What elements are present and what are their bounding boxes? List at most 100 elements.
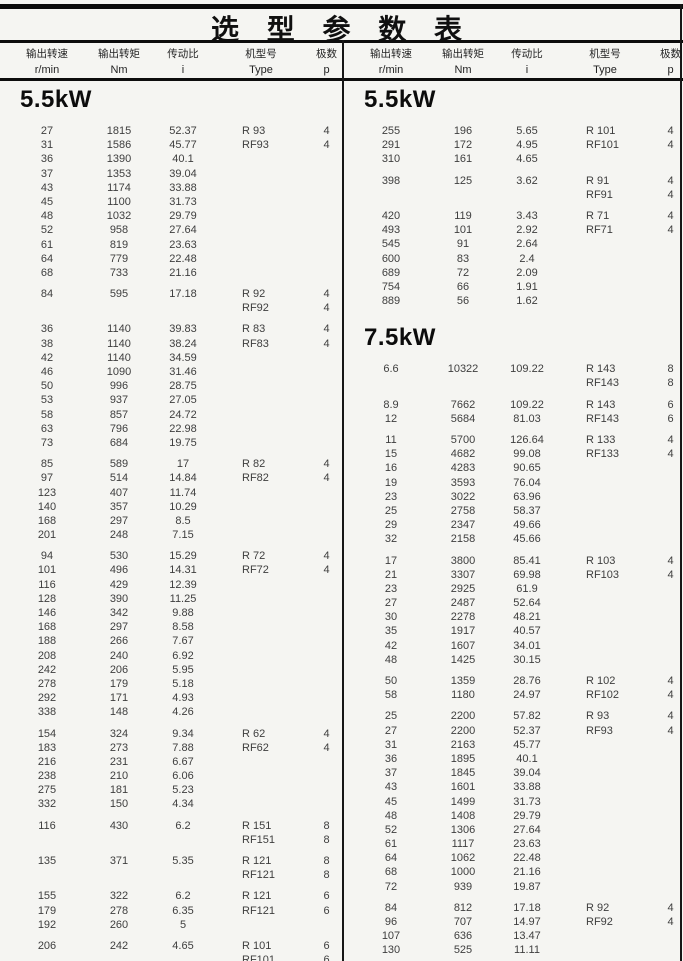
top-rule [0,4,683,9]
cell-output-torque: 1090 [106,366,132,378]
cell-type: RF121 [242,904,276,917]
cell-ratio: 14.31 [169,564,197,577]
table-row: 64 1062 22.48 [344,851,683,865]
table-row: 216 231 6.67 [0,755,342,769]
cell-output-speed: 50 [384,675,398,687]
column-header-output-speed: 输出转速 [26,48,68,60]
cell-ratio: 2.4 [519,252,535,265]
table-row: 201 248 7.15 [0,528,342,542]
cell-poles: 4 [323,323,330,336]
cell-output-torque: 1140 [107,351,131,364]
table-row: 32 2158 45.66 [344,532,683,546]
cell-ratio: 85.41 [513,554,541,567]
cell-ratio: 33.88 [513,781,541,794]
cell-output-speed: 61 [40,238,54,251]
cell-poles: 8 [667,363,674,376]
cell-output-torque: 1032 [106,210,132,223]
cell-poles: 4 [667,448,674,461]
cell-output-torque: 636 [453,930,473,943]
section-heading-power: 7.5kW [364,324,436,352]
cell-output-torque: 2278 [450,611,476,624]
cell-output-torque: 514 [109,472,129,485]
cell-ratio: 13.47 [513,930,541,943]
table-row: 45 1499 31.73 [344,795,683,809]
cell-output-torque: 210 [109,770,129,783]
cell-output-speed: 216 [37,755,57,768]
cell-output-speed: 61 [384,838,398,851]
cell-ratio: 11.74 [169,486,197,499]
cell-ratio: 63.96 [513,490,541,503]
table-row: 61 819 23.63 [0,238,342,252]
table-row: RF143 8 [344,376,683,390]
cell-ratio: 6.35 [172,904,194,917]
cell-poles: 4 [667,188,674,201]
cell-output-torque: 1000 [450,866,476,879]
cell-ratio: 52.37 [513,724,541,737]
cell-output-torque: 148 [109,706,129,719]
cell-output-speed: 107 [381,930,401,943]
table-row: 206 242 4.65 R 101 6 [0,939,342,953]
cell-type: RF133 [586,448,620,461]
cell-ratio: 3.62 [516,174,538,187]
table-row: 188 266 7.67 [0,634,342,648]
cell-type: RF82 [242,472,269,485]
table-row: 37 1845 39.04 [344,766,683,780]
cell-ratio: 34.59 [169,351,197,364]
cell-output-speed: 45 [40,195,54,208]
row-group: 420 119 3.43 R 71 4 493 101 2.92 RF71 4 545 91 2.64 6… [344,209,683,308]
cell-output-torque: 779 [109,252,129,265]
cell-poles: 8 [323,855,330,867]
row-group: 85 589 17 R 82 4 97 514 14.84 RF82 4 123 407 11.74 14… [0,457,342,542]
cell-ratio: 52.37 [169,125,197,137]
cell-type: R 91 [586,174,610,187]
cell-output-speed: 201 [37,529,57,542]
cell-output-speed: 68 [384,866,398,879]
cell-output-torque: 297 [109,621,129,634]
cell-ratio: 31.73 [513,795,541,808]
cell-output-torque: 429 [109,578,129,591]
cell-type: RF71 [586,224,613,237]
cell-output-speed: 36 [384,752,398,765]
table-row: 50 996 28.75 [0,379,342,393]
cell-ratio: 15.29 [169,550,197,563]
cell-output-torque: 937 [109,394,129,407]
cell-ratio: 12.39 [169,578,197,591]
cell-output-torque: 2163 [450,738,476,751]
cell-output-torque: 1601 [450,781,476,794]
table-row: 208 240 6.92 [0,649,342,663]
cell-output-speed: 208 [37,649,57,662]
row-group: 398 125 3.62 R 91 4 RF91 4 [344,174,683,202]
row-group: 11 5700 126.64 R 133 4 15 4682 99.08 RF133 4 16 428… [344,433,683,547]
cell-output-torque: 595 [109,288,129,301]
cell-ratio: 39.04 [513,767,541,780]
table-row: 25 2200 57.82 R 93 4 [344,709,683,723]
table-row: 50 1359 28.76 R 102 4 [344,674,683,688]
cell-ratio: 40.1 [516,752,538,765]
cell-poles: 4 [323,458,330,471]
table-row: 168 297 8.58 [0,620,342,634]
cell-poles: 4 [323,302,330,315]
cell-output-torque: 1917 [450,625,476,638]
cell-output-speed: 332 [37,798,57,811]
table-row: 21 3307 69.98 RF103 4 [344,568,683,582]
cell-type: RF83 [242,337,269,350]
cell-ratio: 23.63 [513,838,541,851]
cell-ratio: 45.66 [513,533,541,546]
cell-poles: 6 [323,939,330,952]
cell-ratio: 40.1 [172,153,194,166]
cell-poles: 4 [667,224,674,237]
cell-output-speed: 123 [37,486,57,499]
table-row: 36 1140 39.83 R 83 4 [0,322,342,336]
cell-output-speed: 37 [384,767,398,780]
cell-output-speed: 31 [40,139,54,152]
table-row: 52 1306 27.64 [344,823,683,837]
cell-ratio: 1.91 [516,280,538,293]
table-row: 23 2925 61.9 [344,582,683,596]
cell-ratio: 4.65 [172,939,194,952]
cell-ratio: 21.16 [513,866,541,879]
cell-ratio: 19.87 [513,880,541,893]
cell-ratio: 2.92 [516,224,538,237]
cell-ratio: 14.97 [513,916,541,928]
cell-output-torque: 2347 [450,519,476,532]
cell-output-torque: 196 [453,125,473,137]
